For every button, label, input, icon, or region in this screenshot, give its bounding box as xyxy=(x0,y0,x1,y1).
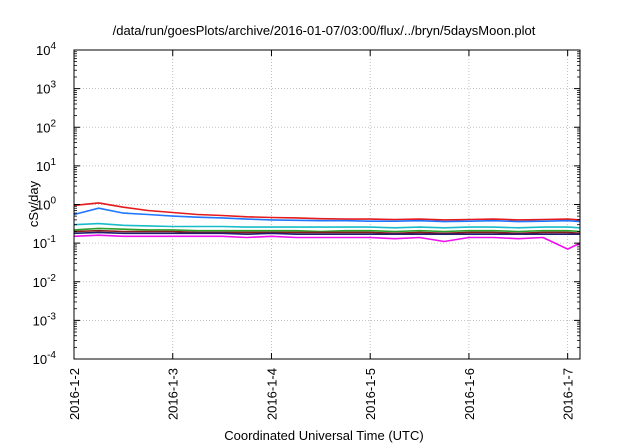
series-line-7 xyxy=(73,234,581,250)
x-tick-label: 2016-1-7 xyxy=(561,368,576,420)
grid-layer xyxy=(74,50,580,359)
y-tick-exponent: -3 xyxy=(47,311,56,322)
series-line-6 xyxy=(73,231,580,235)
chart-title: /data/run/goesPlots/archive/2016-01-07/0… xyxy=(113,23,536,38)
series-line-2 xyxy=(73,207,581,223)
y-tick-exponent: -4 xyxy=(47,350,56,361)
series-line-3 xyxy=(73,222,581,229)
series-layer xyxy=(73,202,581,250)
y-tick-exponent: 2 xyxy=(50,118,56,129)
y-tick-exponent: -2 xyxy=(47,273,56,284)
y-tick-exponent: 3 xyxy=(50,80,56,91)
series-line-1 xyxy=(73,202,581,221)
x-tick-label: 2016-1-4 xyxy=(264,368,279,420)
series-line-4 xyxy=(73,227,581,233)
y-tick-exponent: 1 xyxy=(50,157,56,168)
y-axis-label: cSv/day xyxy=(26,180,41,227)
x-tick-label: 2016-1-5 xyxy=(363,368,378,420)
y-tick-exponent: 0 xyxy=(50,196,56,207)
y-tick-exponent: -1 xyxy=(47,234,56,245)
x-tick-label: 2016-1-2 xyxy=(67,368,82,420)
y-tick-exponent: 4 xyxy=(50,41,56,52)
series-line-5 xyxy=(73,229,581,235)
x-tick-label: 2016-1-6 xyxy=(462,368,477,420)
plot-frame xyxy=(73,49,581,360)
x-axis-label: Coordinated Universal Time (UTC) xyxy=(224,428,423,443)
x-tick-label: 2016-1-3 xyxy=(166,368,181,420)
